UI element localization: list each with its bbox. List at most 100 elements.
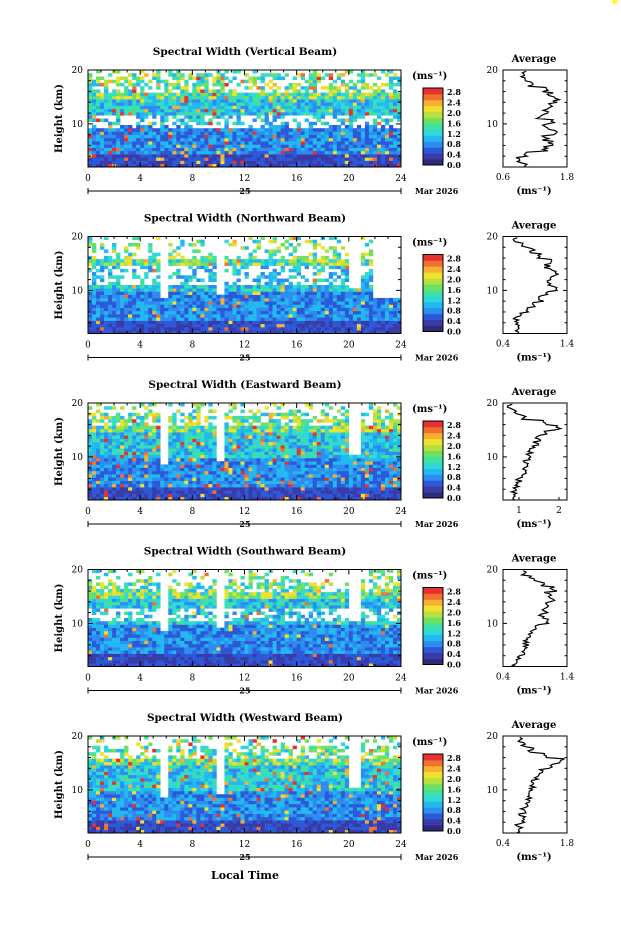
heatmap-cell — [300, 461, 305, 465]
heatmap-cell — [100, 307, 105, 312]
heatmap-cell — [356, 108, 362, 113]
heatmap-cell — [136, 457, 141, 462]
heatmap-cell — [276, 92, 281, 97]
heatmap-cell — [320, 301, 326, 305]
heatmap-cell — [268, 288, 273, 292]
heatmap-cell — [300, 76, 305, 80]
heatmap-cell — [260, 157, 265, 161]
heatmap-cell — [100, 445, 105, 449]
heatmap-cell — [152, 112, 157, 116]
heatmap-cell — [144, 310, 149, 315]
heatmap-cell — [312, 89, 318, 93]
heatmap-cell — [216, 307, 221, 312]
heatmap-cell — [144, 92, 149, 97]
heatmap-cell — [228, 288, 233, 292]
heatmap-cell — [148, 154, 153, 158]
heatmap-cell — [172, 457, 177, 462]
heatmap-cell — [272, 278, 277, 283]
heatmap-cell — [288, 483, 293, 488]
heatmap-cell — [304, 108, 309, 113]
heatmap-cell — [152, 73, 157, 77]
heatmap-cell — [132, 236, 137, 241]
heatmap-cell — [88, 112, 93, 116]
heatmap-cell — [228, 79, 233, 84]
heatmap-cell — [148, 470, 153, 475]
heatmap-cell — [196, 134, 201, 139]
heatmap-cell — [264, 310, 269, 315]
heatmap-cell — [244, 160, 249, 165]
heatmap-cell — [92, 470, 97, 475]
heatmap-cell — [224, 157, 229, 161]
heatmap-cell — [324, 448, 330, 452]
heatmap-cell — [116, 259, 121, 263]
heatmap-cell — [196, 454, 201, 459]
heatmap-cell — [332, 265, 338, 270]
colorbar-swatch — [423, 301, 443, 309]
heatmap-cell — [128, 310, 133, 315]
heatmap-cell — [192, 89, 197, 93]
heatmap-cell — [244, 112, 249, 116]
heatmap-cell — [232, 108, 237, 113]
heatmap-cell — [136, 323, 141, 328]
heatmap-cell — [328, 163, 334, 168]
heatmap-cell — [248, 255, 253, 260]
heatmap-cell — [256, 496, 261, 501]
heatmap-cell — [100, 242, 105, 247]
heatmap-cell — [360, 477, 366, 481]
heatmap-cell — [164, 154, 169, 158]
heatmap-cell — [372, 483, 378, 488]
heatmap-cell — [372, 297, 378, 302]
heatmap-cell — [356, 307, 362, 312]
heatmap-cell — [396, 464, 402, 468]
colorbar-swatch — [423, 88, 443, 95]
heatmap-cell — [152, 137, 157, 142]
heatmap-cell — [224, 451, 229, 456]
heatmap-cell — [212, 79, 217, 84]
heatmap-cell — [184, 144, 189, 148]
heatmap-cell — [272, 317, 277, 321]
heatmap-cell — [152, 150, 157, 155]
heatmap-cell — [136, 480, 141, 485]
heatmap-cell — [184, 160, 189, 165]
heatmap-cell — [248, 474, 253, 478]
heatmap-cell — [188, 483, 193, 488]
heatmap-cell — [204, 314, 209, 318]
heatmap-cell — [264, 102, 269, 106]
heatmap-cell — [96, 147, 101, 152]
heatmap-cell — [304, 297, 309, 302]
x-tick-label: 24 — [395, 174, 407, 184]
heatmap-cell — [120, 102, 125, 106]
heatmap-cell — [380, 457, 386, 462]
heatmap-cell — [296, 294, 301, 299]
heatmap-cell — [312, 157, 318, 161]
heatmap-cell — [376, 330, 382, 334]
heatmap-cell — [308, 327, 314, 331]
heatmap-cell — [164, 95, 169, 100]
heatmap-cell — [280, 105, 285, 110]
heatmap-cell — [240, 79, 245, 84]
heatmap-cell — [336, 92, 342, 97]
heatmap-cell — [272, 294, 277, 299]
heatmap-cell — [208, 493, 213, 498]
heatmap-cell — [212, 144, 217, 148]
heatmap-cell — [184, 281, 189, 286]
heatmap-cell — [328, 99, 334, 103]
heatmap-cell — [88, 294, 93, 299]
heatmap-cell — [92, 457, 97, 462]
heatmap-cell — [268, 95, 273, 100]
heatmap-cell — [256, 461, 261, 465]
heatmap-cell — [132, 262, 137, 266]
heatmap-cell — [344, 314, 350, 318]
heatmap-cell — [192, 310, 197, 315]
heatmap-cell — [264, 454, 269, 459]
heatmap-cell — [184, 480, 189, 485]
heatmap-cell — [276, 73, 281, 77]
heatmap-cell — [136, 144, 141, 148]
heatmap-cell — [236, 496, 241, 501]
heatmap-cell — [184, 297, 189, 302]
heatmap-cell — [340, 496, 346, 501]
heatmap-cell — [380, 89, 386, 93]
heatmap-cell — [144, 131, 149, 135]
heatmap-cell — [192, 330, 197, 334]
heatmap-cell — [116, 275, 121, 279]
